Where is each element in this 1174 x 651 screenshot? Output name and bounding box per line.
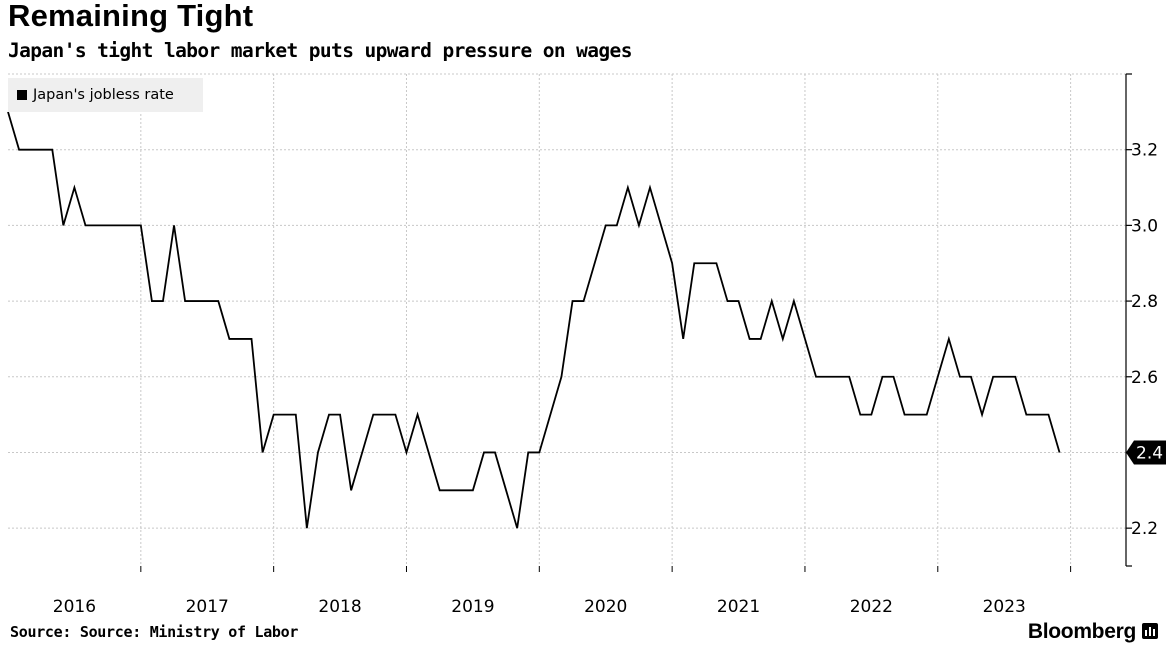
series-line xyxy=(7,111,1061,529)
x-tick-label: 2016 xyxy=(53,597,96,617)
legend-label: Japan's jobless rate xyxy=(33,87,174,103)
y-tick-label: 2.2 xyxy=(1131,519,1158,539)
chart-subtitle: Japan's tight labor market puts upward p… xyxy=(8,39,632,62)
axes: 2.22.42.62.83.03.22016201720182019202020… xyxy=(53,73,1158,617)
y-tick-label: 2.8 xyxy=(1131,292,1158,312)
y-tick-label: 3.2 xyxy=(1131,141,1158,161)
x-tick-label: 2022 xyxy=(850,597,893,617)
x-tick-label: 2020 xyxy=(584,597,627,617)
legend-swatch xyxy=(17,90,27,100)
y-tick-label: 2.6 xyxy=(1131,368,1158,388)
gridlines xyxy=(8,73,1126,566)
x-tick-label: 2021 xyxy=(717,597,760,617)
plot-area: 2.4 xyxy=(7,111,1166,529)
last-value-label: 2.4 xyxy=(1136,443,1163,463)
chart-title: Remaining Tight xyxy=(8,0,254,33)
last-value-callout: 2.4 xyxy=(1126,440,1166,465)
x-tick-label: 2018 xyxy=(318,597,361,617)
y-tick-label: 3.0 xyxy=(1131,216,1158,236)
last-value-badge xyxy=(1126,440,1166,465)
x-tick-label: 2023 xyxy=(983,597,1026,617)
x-tick-label: 2017 xyxy=(186,597,229,617)
source-note: Source: Source: Ministry of Labor xyxy=(10,623,299,641)
x-tick-label: 2019 xyxy=(451,597,494,617)
legend: Japan's jobless rate xyxy=(8,78,203,112)
bloomberg-terminal-icon xyxy=(1142,623,1158,639)
bloomberg-logo: Bloomberg xyxy=(1027,620,1136,643)
